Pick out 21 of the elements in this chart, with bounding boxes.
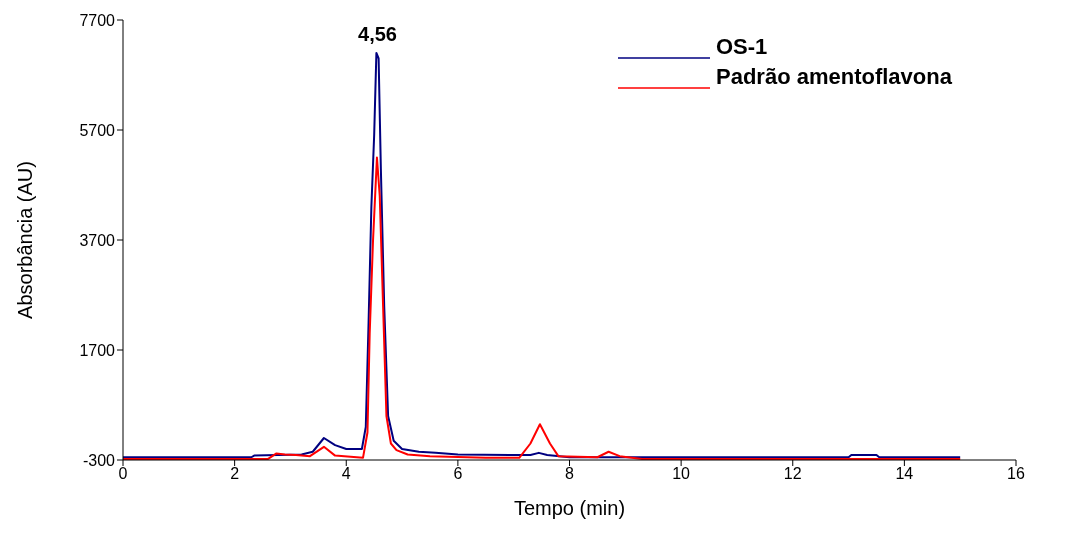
x-tick-label: 0 <box>118 465 128 483</box>
x-tick-label: 16 <box>1007 465 1025 483</box>
y-tick-label: 1700 <box>79 341 116 359</box>
line-series <box>123 156 962 460</box>
x-tick-label: 2 <box>230 465 240 483</box>
annotation: 4,56 <box>358 23 397 45</box>
legend-label: OS-1 <box>716 34 768 60</box>
x-tick-label: 14 <box>895 465 914 483</box>
x-tick-label: 6 <box>453 465 463 483</box>
legend-label: Padrão amentoflavona <box>716 64 952 90</box>
x-axis-title: Tempo (min) <box>513 497 626 519</box>
x-tick-label: 12 <box>783 465 802 483</box>
y-tick-label: 5700 <box>79 121 116 139</box>
x-tick-label: 10 <box>672 465 691 483</box>
x-tick-label: 8 <box>565 465 575 483</box>
line-series <box>123 52 962 459</box>
y-tick-label: 3700 <box>79 231 116 249</box>
y-axis-title: Absorbância (AU) <box>14 161 37 319</box>
y-tick-label: -300 <box>82 451 116 469</box>
y-tick-label: 7700 <box>79 11 116 29</box>
x-tick-label: 4 <box>341 465 351 483</box>
